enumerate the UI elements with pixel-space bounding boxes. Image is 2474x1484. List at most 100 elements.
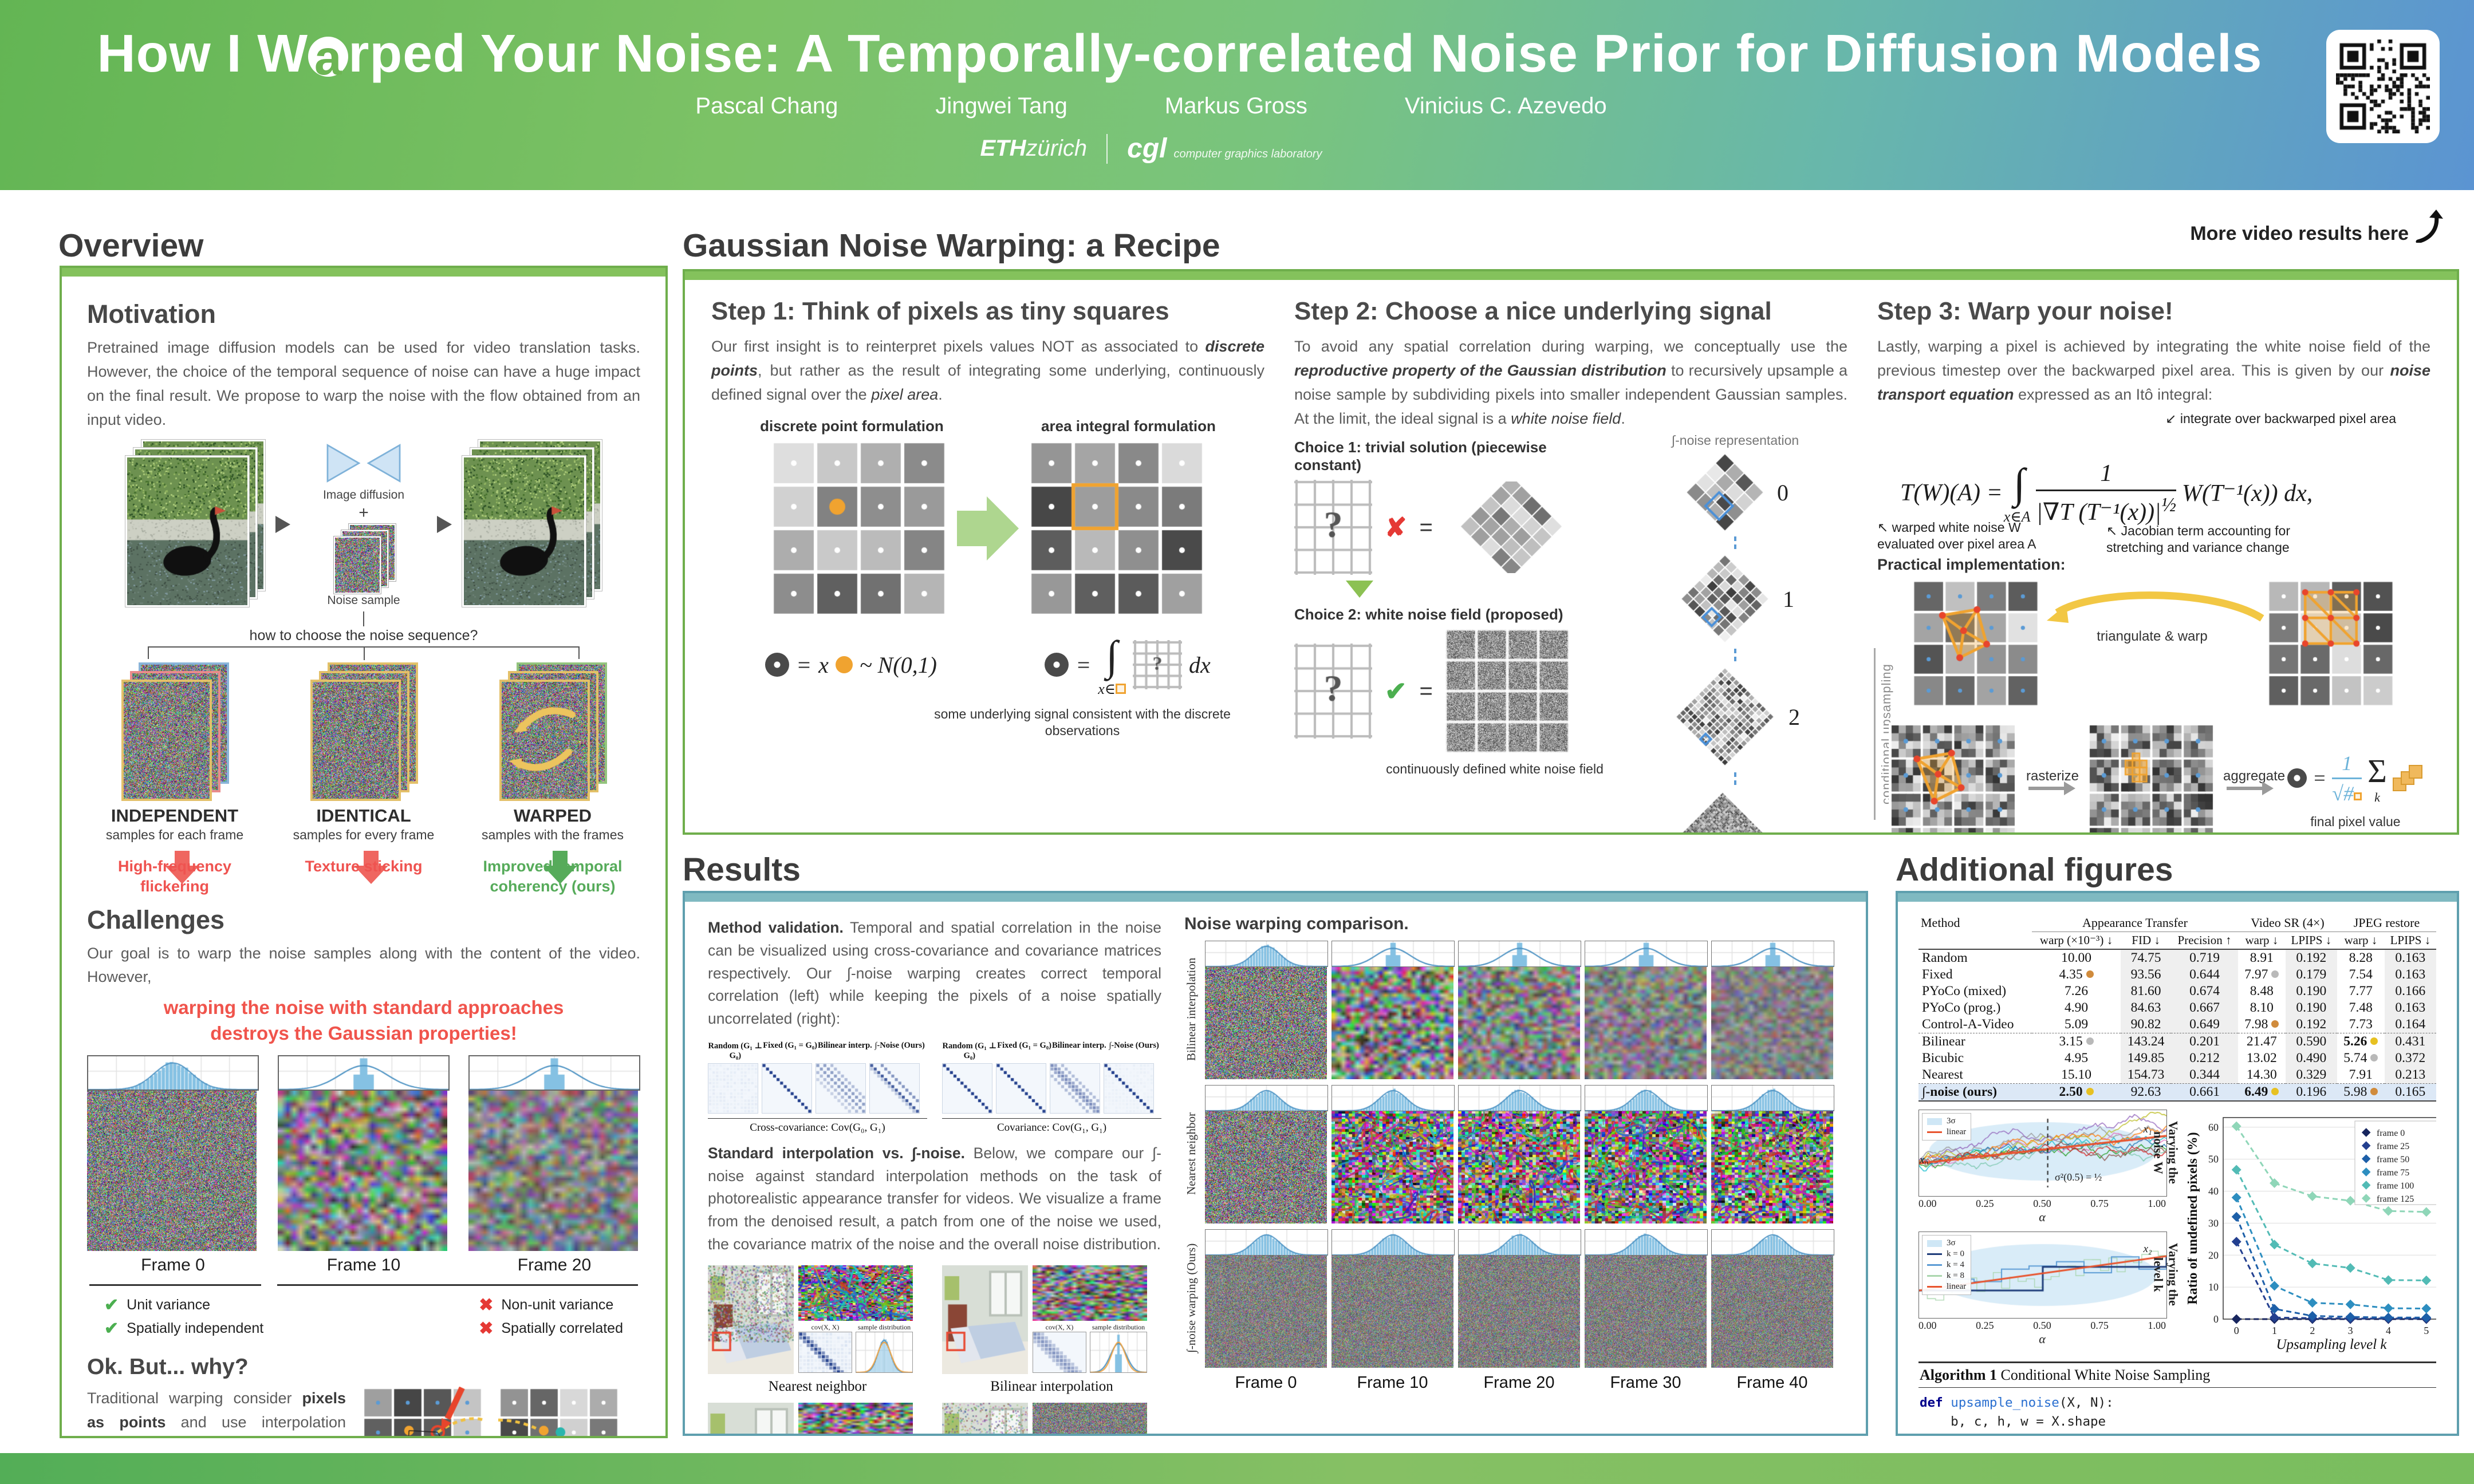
frame-n1-grid: Frame N+1 (498, 1387, 620, 1438)
why-heading: Ok. But... why? (87, 1355, 640, 1380)
table-cell: 8.10 (2238, 1000, 2286, 1016)
annotation-text: evaluated over pixel area A (1877, 536, 2036, 551)
fine-noise-raster-canvas (2087, 723, 2215, 835)
y-tick: 20 (2208, 1249, 2219, 1261)
histogram-canvas (1711, 941, 1834, 967)
option-name: IDENTICAL (276, 806, 451, 826)
method-cell: Fixed (1918, 966, 2032, 983)
cell-value: 0.190 (2296, 984, 2326, 998)
noise-canvas (1331, 1111, 1453, 1223)
aggregate-arrow: aggregate (2223, 768, 2278, 790)
cov-mini-title: cov(X, X) (798, 1323, 852, 1332)
comparison-cell (1205, 1085, 1327, 1223)
discrete-point-label: discrete point formulation (760, 417, 944, 435)
cell-value: 0.212 (2189, 1051, 2220, 1065)
step2-text-italic: reproductive property of the Gaussian di… (1294, 362, 1667, 379)
sum-subscript: k (2374, 790, 2380, 805)
results-heading: Results (683, 851, 801, 889)
legend-label: frame 0 (2377, 1128, 2405, 1138)
method-cell: Nearest (1918, 1067, 2032, 1084)
stylized-a-icon: a (308, 37, 348, 77)
noise-canvas (1458, 1256, 1580, 1368)
qr-note: More video results here (2190, 208, 2445, 245)
noise-patch-canvas (1033, 1265, 1147, 1321)
medal-dot-icon (2370, 1037, 2378, 1045)
code-token: (X, N): (2059, 1395, 2114, 1410)
eth-logo-rest: zürich (1026, 136, 1087, 161)
quadrant-grid: cov(X, X) sample distribution Nearest neig… (708, 1265, 1161, 1436)
comparison-frame-labels: Frame 0 Frame 10 Frame 20 Frame 30 Frame 40 (1205, 1374, 1843, 1392)
table-row: Control-A-Video 5.09 90.82 0.649 7.98 0.192 7.… (1918, 1016, 2436, 1033)
table-cell: 14.30 (2238, 1067, 2286, 1084)
cell-value: 21.47 (2247, 1034, 2277, 1049)
cell-value: 0.163 (2395, 967, 2425, 982)
step1-grids (711, 440, 1264, 617)
step3-text-part: expressed as an Itô integral: (2014, 386, 2213, 403)
comparison-cell (1711, 1229, 1833, 1368)
interp-quadrant: cov(X, X)sample distribution∫-noise warp… (942, 1403, 1161, 1436)
data-marker (2270, 1178, 2279, 1188)
noise-tile (121, 680, 212, 801)
interp-quadrant: cov(X, X)sample distributionBicubic inte… (708, 1403, 927, 1436)
data-marker (2307, 1258, 2317, 1268)
data-marker (2231, 1237, 2241, 1246)
cell-value: 0.163 (2395, 1000, 2425, 1015)
noise-canvas (1205, 1111, 1327, 1223)
noise-tile (310, 680, 401, 801)
table-row: PYoCo (mixed) 7.26 81.60 0.674 8.48 0.190 7.77… (1918, 983, 2436, 1000)
axis-tick: 1.00 (2148, 1320, 2166, 1332)
legend-label: linear (1947, 1282, 1966, 1292)
method-cell: ∫-noise (ours) (1918, 1084, 2032, 1102)
white-noise-grid-canvas (1445, 629, 1569, 753)
table-cell: 0.166 (2385, 983, 2436, 1000)
plot2-legend: 3σ k = 0k = 4k = 8 linear (1922, 1235, 1971, 1295)
table-group-header: JPEG restore (2337, 914, 2436, 932)
table-cell: 143.24 (2121, 1033, 2171, 1051)
interp-quadrant: cov(X, X) sample distribution Bilinear int… (942, 1265, 1161, 1395)
step3-text: Lastly, warping a pixel is achieved by i… (1877, 335, 2430, 407)
additional-accent-strip (1898, 893, 2457, 902)
data-marker (2345, 1300, 2355, 1309)
cell-value: 81.60 (2131, 984, 2161, 998)
data-marker (2231, 1193, 2241, 1202)
cov-matrix-canvas (942, 1063, 992, 1114)
triangulate-warp-label: triangulate & warp (2066, 629, 2238, 645)
choice2-label: Choice 2: white noise field (proposed) (1294, 606, 1615, 623)
data-marker (2307, 1298, 2317, 1308)
table-cell: 84.63 (2121, 1000, 2171, 1016)
formulation-labels: discrete point formulation area integral … (711, 417, 1264, 435)
fraction: 1 |∇T (T⁻¹(x))|½ (2036, 460, 2176, 526)
method-cell: PYoCo (mixed) (1918, 983, 2032, 1000)
table-cell: 0.372 (2385, 1050, 2436, 1067)
gaussian-props-legend: ✔ Unit variance ✔ Spatially independent ✖ No… (87, 1292, 640, 1342)
step2-heading: Step 2: Choose a nice underlying signal (1294, 297, 1847, 326)
connector-line (363, 611, 364, 626)
comparison-cell (1585, 941, 1707, 1079)
data-marker (2384, 1206, 2393, 1216)
noise-canvas (1585, 1111, 1707, 1223)
noise-transport-equation: T(W)(A) = ∫ x∈A 1 |∇T (T⁻¹(x))|½ W(T⁻¹(x))… (1900, 460, 2313, 526)
author-name: Vinicius C. Azevedo (1405, 93, 1607, 119)
noise-option: IDENTICAL samples for every frame Texture … (276, 662, 451, 897)
medal-dot-icon (2271, 1088, 2279, 1095)
option-outcome: Texture sticking (276, 857, 451, 877)
comparison-cell (1458, 941, 1580, 1079)
data-marker (2384, 1304, 2393, 1313)
cell-value: 5.98 (2343, 1084, 2367, 1099)
method-cell: Bilinear (1918, 1033, 2032, 1051)
data-marker (2384, 1275, 2393, 1285)
plot1-ticks: 0.00 0.25 0.50 0.75 1.00 (1918, 1198, 2166, 1210)
quadrant-right: cov(X, X) sample distribution (1033, 1403, 1147, 1436)
dist-mini: sample distribution (856, 1323, 913, 1373)
cov-labels: Random (G₁ ⊥ G₀) Fixed (G₁ = G₀) Bilinear … (942, 1041, 1161, 1061)
property-item: ✔ Spatially independent (104, 1319, 263, 1339)
cov-matrices (942, 1063, 1161, 1114)
table-cell: 0.490 (2286, 1050, 2337, 1067)
cgl-logo-subtext: computer graphics laboratory (1174, 148, 1322, 160)
legend-swatch (1927, 1264, 1942, 1266)
noise-option: INDEPENDENT samples for each frame High-fr… (87, 662, 262, 897)
comparison-cell (1711, 941, 1833, 1079)
table-cell: 0.163 (2385, 1000, 2436, 1016)
table-cell: 0.179 (2286, 966, 2337, 983)
warning-text: warping the noise with standard approach… (87, 995, 640, 1046)
